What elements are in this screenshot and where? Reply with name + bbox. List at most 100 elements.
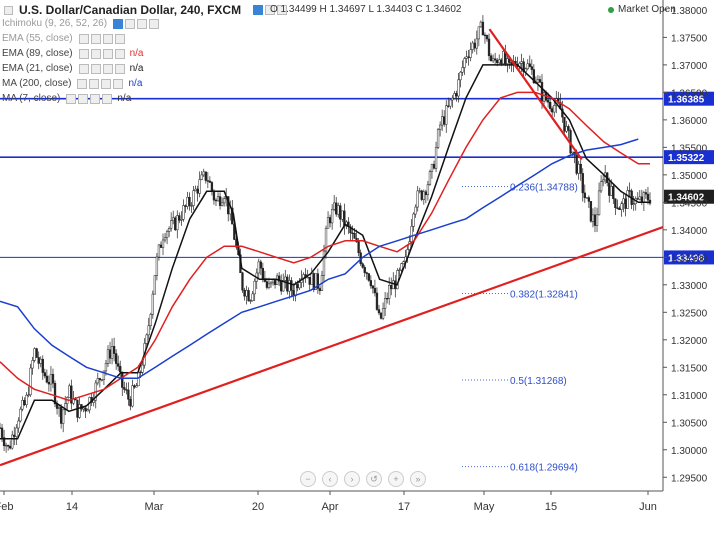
chart-header: U.S. Dollar/Canadian Dollar, 240, FXCM O…: [0, 0, 725, 17]
x-tick-label: 15: [545, 501, 557, 513]
lock-icon[interactable]: [102, 48, 113, 59]
close-icon[interactable]: [114, 63, 125, 74]
chevron-right-icon[interactable]: ›: [344, 471, 360, 487]
candle-body: [601, 179, 605, 182]
eye-icon[interactable]: [78, 33, 89, 44]
trendlines: [0, 28, 664, 467]
close-icon[interactable]: [113, 78, 124, 89]
indicator-row[interactable]: EMA (89, close) n/a: [2, 48, 144, 59]
eye-icon[interactable]: [113, 18, 124, 29]
eye-icon[interactable]: [66, 93, 77, 104]
candle-body: [369, 280, 372, 287]
reset-icon[interactable]: ↺: [366, 471, 382, 487]
candle-body: [267, 283, 271, 288]
y-tick-label: 1.31000: [671, 391, 708, 402]
indicator-label: MA (7, close): [2, 93, 61, 104]
indicator-label: Ichimoku (9, 26, 52, 26): [2, 18, 108, 29]
settings-icon[interactable]: [89, 78, 100, 89]
candle-body: [108, 349, 112, 359]
candle-body: [121, 371, 124, 388]
settings-icon[interactable]: [90, 48, 101, 59]
candle-body: [188, 197, 191, 206]
close-icon[interactable]: [114, 48, 125, 59]
candle-body: [190, 205, 193, 207]
plus-icon[interactable]: +: [388, 471, 404, 487]
low-value: L 1.34403: [368, 4, 413, 15]
candle-body: [392, 280, 395, 290]
indicator-row[interactable]: Ichimoku (9, 26, 52, 26): [2, 18, 160, 29]
candle-body: [614, 198, 617, 209]
chevron-end-icon[interactable]: »: [410, 471, 426, 487]
candle-body: [78, 404, 81, 418]
candle-body: [326, 217, 330, 229]
indicator-row[interactable]: EMA (55, close): [2, 33, 125, 44]
trendline-resistance: [488, 28, 583, 161]
minus-icon[interactable]: −: [300, 471, 316, 487]
settings-icon[interactable]: [78, 93, 89, 104]
settings-icon[interactable]: [125, 18, 136, 29]
candle-body: [163, 237, 167, 241]
settings-icon[interactable]: [90, 33, 101, 44]
candle-body: [335, 202, 338, 215]
candle-body: [449, 99, 452, 107]
eye-icon[interactable]: [78, 63, 89, 74]
close-icon[interactable]: [114, 33, 125, 44]
candle-body: [324, 228, 328, 252]
price-line-label: 1.33498: [668, 253, 705, 264]
candle-body: [546, 100, 550, 103]
fib-level-label: 0.236(1.34788): [510, 183, 578, 194]
candle-body: [210, 182, 214, 192]
candle-body: [167, 227, 171, 232]
candle-body: [106, 349, 110, 364]
candle-body: [536, 79, 540, 83]
fibonacci-levels: 0.236(1.34788) 0.382(1.32841) 0.5(1.31268)…: [462, 183, 578, 474]
indicator-row[interactable]: MA (7, close) n/a: [2, 93, 131, 104]
chevron-left-icon[interactable]: ‹: [322, 471, 338, 487]
candle-body: [7, 444, 10, 447]
eye-icon[interactable]: [77, 78, 88, 89]
close-icon[interactable]: [277, 5, 288, 15]
candle-body: [253, 280, 256, 295]
candle-body: [180, 219, 183, 221]
lock-icon[interactable]: [90, 93, 101, 104]
eye-icon[interactable]: [78, 48, 89, 59]
candle-body: [420, 190, 423, 200]
candle-body: [430, 164, 434, 172]
y-tick-label: 1.37000: [671, 61, 708, 72]
candle-body: [51, 374, 55, 384]
settings-icon[interactable]: [90, 63, 101, 74]
candle-body: [149, 313, 152, 326]
collapse-icon[interactable]: [4, 5, 13, 15]
eye-icon[interactable]: [253, 5, 264, 15]
candle-body: [178, 215, 181, 221]
candle-body: [247, 290, 250, 302]
candle-body: [483, 34, 487, 37]
market-status: Market Open: [608, 4, 676, 15]
candle-body: [318, 288, 322, 291]
settings-icon[interactable]: [265, 5, 276, 15]
candle-body: [216, 196, 220, 202]
candle-body: [353, 233, 356, 239]
candle-body: [624, 198, 627, 209]
price-axis[interactable]: 1.38000 1.37500 1.37000 1.36500 1.36000 1.355…: [663, 6, 708, 484]
candle-body: [64, 403, 67, 411]
indicator-row[interactable]: MA (200, close) n/a: [2, 78, 142, 89]
close-icon[interactable]: [102, 93, 113, 104]
candle-body: [328, 217, 332, 224]
lock-icon[interactable]: [137, 18, 148, 29]
lock-icon[interactable]: [102, 33, 113, 44]
close-icon[interactable]: [149, 18, 160, 29]
indicator-row[interactable]: EMA (21, close) n/a: [2, 63, 144, 74]
candle-body: [538, 79, 542, 83]
candle-body: [249, 300, 252, 302]
candle-body: [127, 389, 130, 400]
candle-body: [243, 289, 246, 297]
time-axis[interactable]: Feb 14 Mar 20 Apr 17 May 15 Jun: [0, 491, 657, 513]
lock-icon[interactable]: [101, 78, 112, 89]
candle-body: [37, 357, 40, 364]
candle-body: [526, 63, 529, 70]
lock-icon[interactable]: [102, 63, 113, 74]
candle-body: [200, 174, 203, 180]
candle-body: [53, 382, 57, 405]
